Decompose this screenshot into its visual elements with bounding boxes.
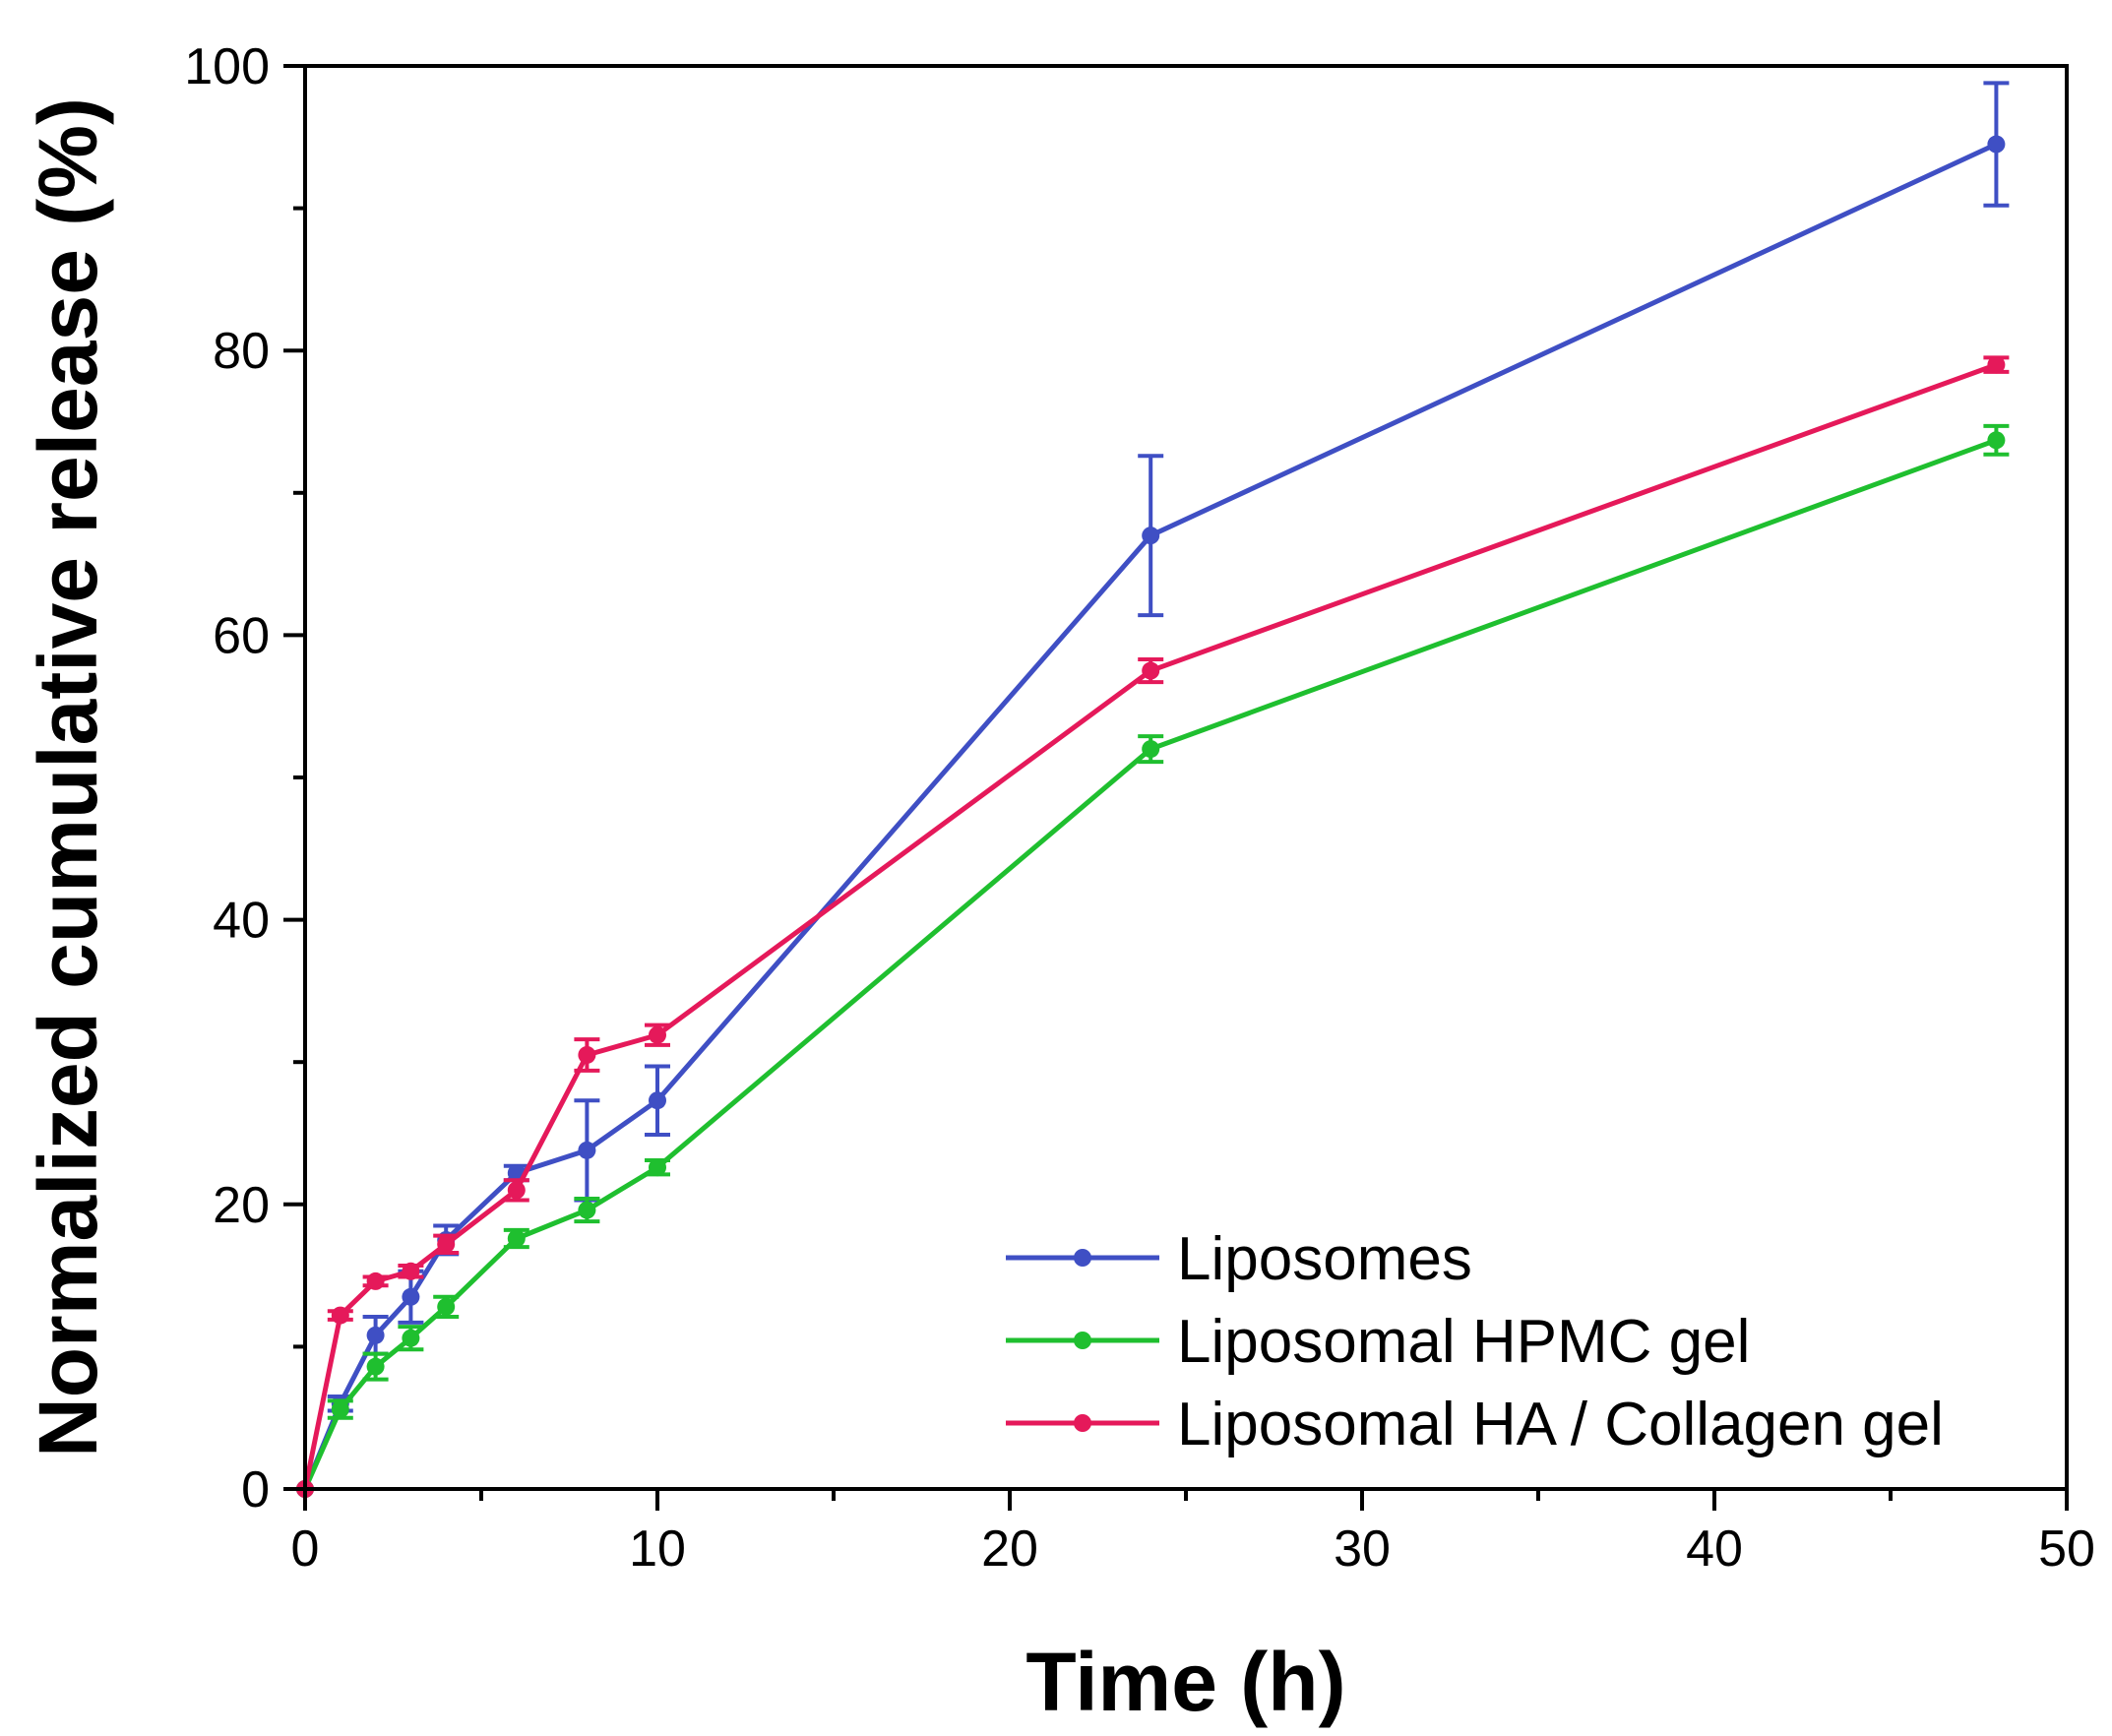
y-tick-label: 0: [241, 1461, 270, 1519]
data-point: [1987, 355, 2006, 374]
data-point: [366, 1271, 385, 1290]
data-point: [507, 1181, 526, 1200]
data-point: [402, 1262, 420, 1280]
x-tick-label: 10: [629, 1520, 686, 1578]
data-point: [1987, 431, 2006, 450]
y-tick-label: 100: [184, 38, 270, 95]
legend-swatch-marker: [1074, 1414, 1091, 1432]
legend-label: Liposomes: [1177, 1225, 1472, 1293]
legend-item-liposomal-hpmc-gel: Liposomal HPMC gel: [1006, 1308, 1750, 1376]
data-point: [437, 1235, 456, 1254]
data-point: [331, 1306, 349, 1325]
data-point: [402, 1287, 420, 1306]
y-axis-title: Normalized cumulative release (%): [22, 97, 114, 1457]
series-line-liposomes: [302, 142, 1998, 1490]
legend: Liposomes Liposomal HPMC gel Liposomal HA …: [1006, 1225, 1944, 1458]
data-point: [366, 1326, 385, 1344]
data-point: [366, 1357, 385, 1376]
data-point: [578, 1045, 596, 1064]
data-point: [1142, 740, 1160, 759]
series-liposomes: [296, 81, 2010, 1498]
x-tick-label: 40: [1686, 1520, 1743, 1578]
data-point: [649, 1158, 666, 1177]
y-tick-label: 60: [213, 607, 270, 664]
data-point: [649, 1025, 666, 1044]
data-point: [1142, 527, 1160, 545]
series-line-liposomal-hpmc-gel: [302, 437, 1998, 1491]
series-liposomal-ha-collagen-gel: [296, 355, 2010, 1498]
data-point: [649, 1091, 666, 1110]
y-tick-label: 20: [213, 1177, 270, 1234]
x-tick-label: 0: [291, 1520, 320, 1578]
legend-item-liposomal-ha-collagen-gel: Liposomal HA / Collagen gel: [1006, 1391, 1944, 1458]
legend-item-liposomes: Liposomes: [1006, 1225, 1472, 1293]
y-tick-label: 40: [213, 893, 270, 950]
ticks: 0 10 20 30 40 50 0 20 40 60 80 100: [184, 38, 2095, 1578]
data-point: [331, 1400, 349, 1419]
x-axis-title: Time (h): [1025, 1636, 1345, 1728]
legend-label: Liposomal HPMC gel: [1177, 1308, 1750, 1376]
data-point: [402, 1329, 420, 1347]
series-liposomal-hpmc-gel: [296, 423, 2010, 1498]
legend-label: Liposomal HA / Collagen gel: [1177, 1391, 1944, 1458]
data-point: [578, 1141, 596, 1159]
data-point: [578, 1201, 596, 1219]
legend-swatch-marker: [1074, 1332, 1091, 1349]
data-point: [1987, 135, 2006, 154]
data-point: [437, 1297, 456, 1316]
legend-swatch-marker: [1074, 1249, 1091, 1267]
plot-area: [296, 81, 2010, 1498]
x-tick-label: 30: [1334, 1520, 1391, 1578]
y-tick-label: 80: [213, 323, 270, 380]
data-point: [507, 1229, 526, 1248]
x-tick-label: 20: [981, 1520, 1038, 1578]
series-line-liposomal-ha-collagen-gel: [302, 362, 1998, 1490]
data-point: [1142, 661, 1160, 680]
x-tick-label: 50: [2038, 1520, 2095, 1578]
